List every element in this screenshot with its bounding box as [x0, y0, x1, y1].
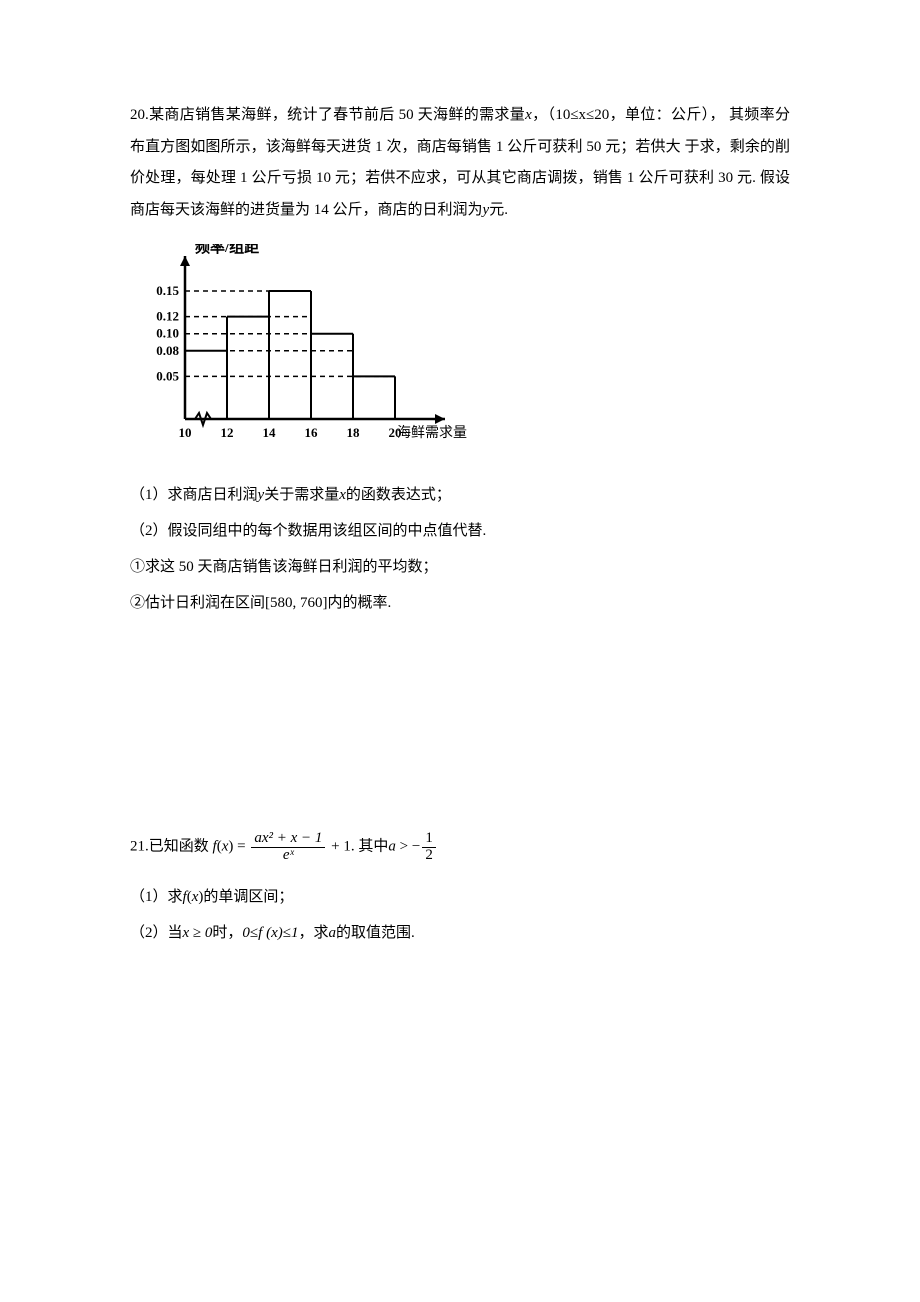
- q21-neg: −: [412, 839, 420, 855]
- svg-text:18: 18: [347, 425, 361, 440]
- q20-sub2b-c: 内的概率.: [328, 595, 392, 611]
- svg-text:16: 16: [305, 425, 319, 440]
- svg-text:14: 14: [263, 425, 277, 440]
- svg-text:频率/组距: 频率/组距: [195, 244, 259, 256]
- q21-sub2-d: 的取值范围.: [336, 925, 415, 941]
- q21-sub2: （2）当x ≥ 0时，0≤f (x)≤1，求a的取值范围.: [130, 915, 790, 951]
- q20-var-x: x: [525, 107, 532, 123]
- q20-sub1-c: 的函数表达式；: [346, 487, 451, 503]
- q21-half-num: 1: [422, 831, 436, 848]
- q21-den: eˣ: [251, 848, 325, 864]
- q21-num: ax² + x − 1: [251, 831, 325, 848]
- q21-half: 12: [420, 831, 438, 864]
- q20-number: 20.: [130, 107, 149, 123]
- q20-sub2: （2）假设同组中的每个数据用该组区间的中点值代替.: [130, 513, 790, 549]
- q20-range: 10≤x≤20: [555, 107, 609, 123]
- q21-sub2-b: 时，: [212, 925, 242, 941]
- q21-sub1-a: （1）求: [130, 889, 183, 905]
- q20-sub1-a: （1）求商店日利润: [130, 487, 258, 503]
- svg-text:0.12: 0.12: [156, 309, 179, 324]
- q21-sub2-a2: a: [328, 925, 336, 941]
- q21-a: a: [388, 839, 396, 855]
- q20-sub1-x: x: [339, 487, 346, 503]
- q21-paragraph: 21.已知函数 f(x) = ax² + x − 1eˣ + 1. 其中a > …: [130, 831, 790, 864]
- q21-frac: ax² + x − 1eˣ: [249, 831, 327, 864]
- q20-sub2b-range: [580, 760]: [265, 595, 328, 611]
- q20-t1: 某商店销售某海鲜，统计了春节前后 50 天海鲜的需求量: [149, 107, 525, 123]
- q21-sub2-c: ，求: [298, 925, 328, 941]
- q21-sub2-a: （2）当: [130, 925, 183, 941]
- q20-sub1-b: 关于需求量: [264, 487, 339, 503]
- svg-text:0.05: 0.05: [156, 368, 179, 383]
- histogram-svg: 0.050.080.100.120.15101214161820频率/组距海鲜需…: [130, 244, 470, 454]
- q21-sub1-b: 的单调区间；: [203, 889, 293, 905]
- svg-text:10: 10: [179, 425, 192, 440]
- q20-t1c: ，单位：公斤），: [609, 107, 725, 123]
- q21-half-den: 2: [422, 848, 436, 864]
- q20-sub2b-a: ②估计日利润在区间: [130, 595, 265, 611]
- svg-text:海鲜需求量（公斤）: 海鲜需求量（公斤）: [397, 425, 470, 441]
- svg-text:0.10: 0.10: [156, 326, 179, 341]
- svg-text:12: 12: [221, 425, 234, 440]
- q20-t4b: 元.: [489, 202, 508, 218]
- q20-t1b: ，（: [532, 107, 556, 123]
- q21-number: 21.: [130, 839, 149, 855]
- q21-where: 其中: [358, 839, 388, 855]
- q21-sub2-ineq: 0≤f (x)≤1: [242, 925, 298, 941]
- histogram-chart: 0.050.080.100.120.15101214161820频率/组距海鲜需…: [130, 244, 790, 459]
- q21-lead: 已知函数: [149, 839, 209, 855]
- q20-sub2b: ②估计日利润在区间[580, 760]内的概率.: [130, 585, 790, 621]
- q21-plus1: + 1.: [327, 839, 354, 855]
- q20-sub1: （1）求商店日利润y关于需求量x的函数表达式；: [130, 477, 790, 513]
- q20-sub2a: ①求这 50 天商店销售该海鲜日利润的平均数；: [130, 549, 790, 585]
- q21-eq: =: [233, 839, 249, 855]
- q21-sub2-xge0: x ≥ 0: [183, 925, 213, 941]
- svg-text:0.08: 0.08: [156, 343, 179, 358]
- q21-gt: >: [396, 839, 412, 855]
- q20-paragraph: 20.某商店销售某海鲜，统计了春节前后 50 天海鲜的需求量x，（10≤x≤20…: [130, 100, 790, 226]
- q21-sub1: （1）求f(x)的单调区间；: [130, 879, 790, 915]
- svg-text:0.15: 0.15: [156, 283, 179, 298]
